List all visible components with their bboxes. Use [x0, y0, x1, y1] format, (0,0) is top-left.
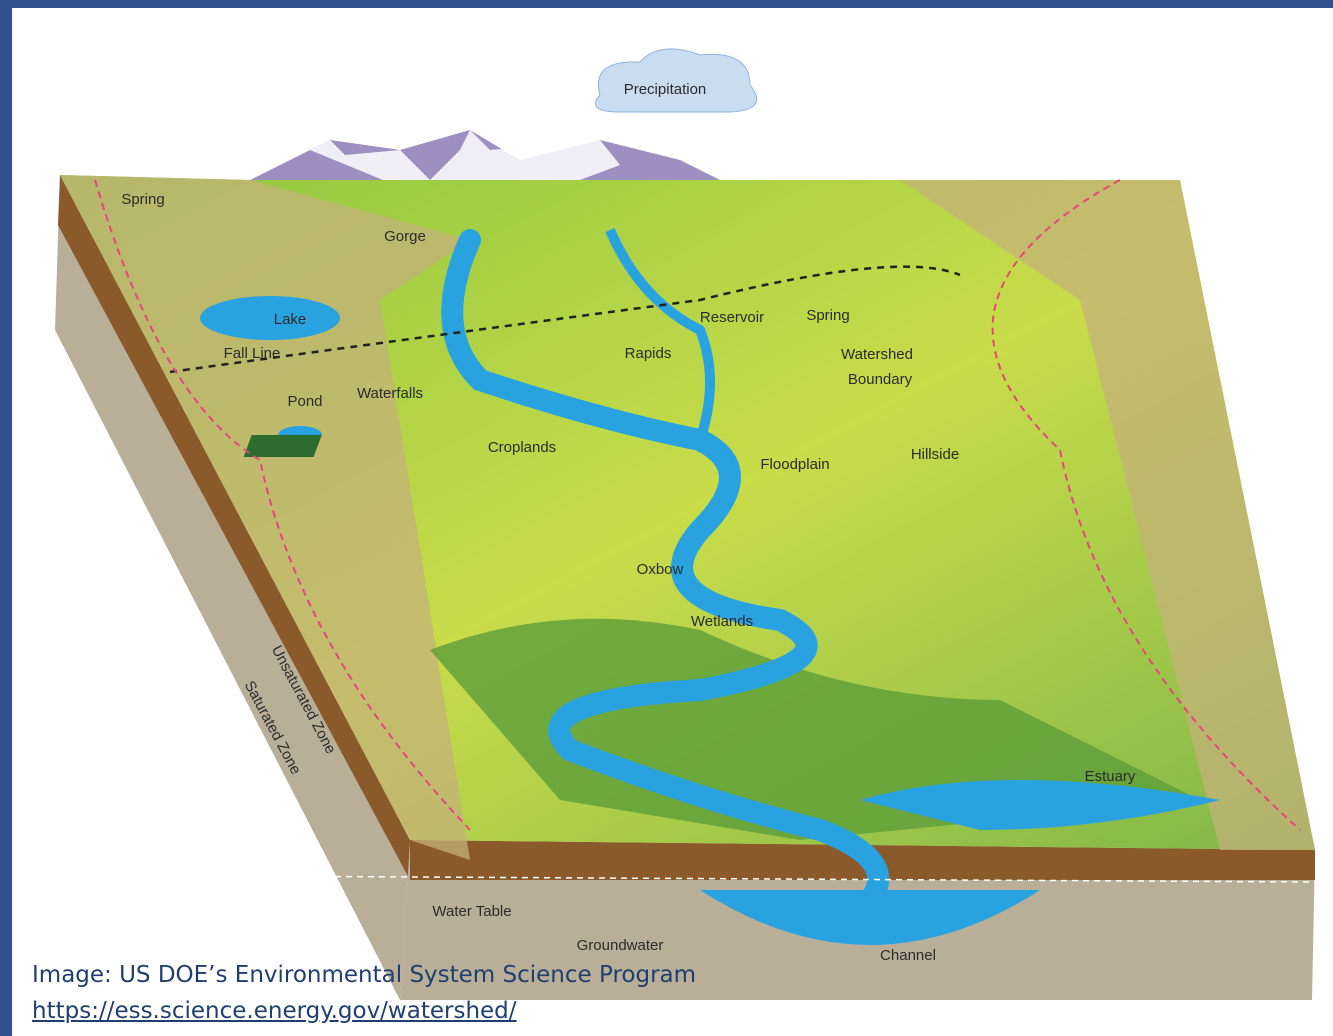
label: Reservoir: [700, 309, 764, 326]
estuary: [860, 780, 1220, 830]
label: Lake: [274, 311, 307, 328]
label: Pond: [287, 393, 322, 410]
label: Hillside: [911, 446, 959, 463]
channel: [700, 890, 1040, 945]
soil-layer: [58, 175, 410, 880]
label: Gorge: [384, 228, 426, 245]
image-credit: Image: US DOE’s Environmental System Sci…: [32, 962, 697, 988]
upland: [60, 175, 470, 860]
source-link[interactable]: https://ess.science.energy.gov/watershed…: [32, 998, 517, 1024]
label: Precipitation: [624, 81, 707, 98]
croplands: [243, 435, 322, 457]
label: Watershed: [841, 346, 913, 363]
link-line: https://ess.science.energy.gov/watershed…: [32, 998, 517, 1024]
slide-border: [0, 0, 1333, 8]
slide-border: [0, 0, 12, 1036]
label: Wetlands: [691, 613, 753, 630]
label: Boundary: [848, 371, 913, 388]
river: [441, 229, 890, 911]
watershed-boundary: [94, 179, 471, 831]
label: Spring: [121, 191, 164, 208]
label: Croplands: [488, 439, 556, 456]
label: Floodplain: [760, 456, 829, 473]
label: Waterfalls: [357, 385, 423, 402]
label: Spring: [806, 307, 849, 324]
cloud: [595, 48, 758, 113]
label: Water Table: [432, 903, 511, 920]
label: Oxbow: [637, 561, 684, 578]
label: Fall Line: [224, 345, 281, 362]
upland: [900, 180, 1315, 850]
label: Groundwater: [577, 937, 664, 954]
water-table-line: [59, 874, 1316, 883]
fall-line: [169, 265, 961, 374]
label: Estuary: [1085, 768, 1136, 785]
label: Channel: [880, 947, 936, 964]
tributary: [605, 228, 715, 442]
snow: [310, 130, 620, 220]
label: Rapids: [625, 345, 672, 362]
lake: [200, 296, 340, 340]
